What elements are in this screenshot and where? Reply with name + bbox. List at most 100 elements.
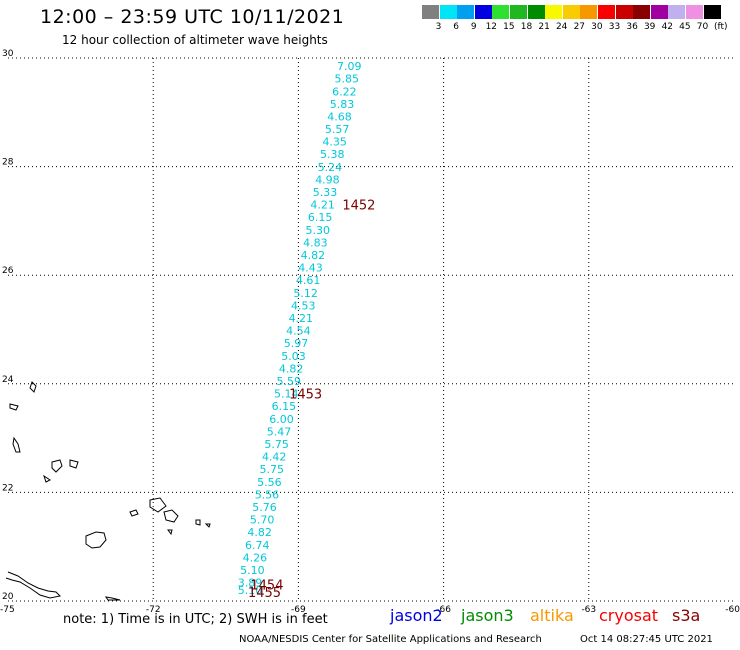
legend-level-label: 39 [643,22,656,32]
wave-height-value: 5.33 [313,186,338,199]
lat-lon-grid: -75 -72 -69 -66 -63 -60 20 22 24 26 28 30 [0,49,740,615]
legend-swatch [686,5,703,19]
legend-swatch [457,5,475,19]
longitude-label: -75 [0,605,15,615]
wave-height-value: 5.56 [257,476,282,489]
latitude-label: 20 [2,592,14,602]
latitude-label: 24 [2,375,14,385]
latitude-label: 28 [2,158,14,168]
coastline-cuba-east [5,571,62,599]
wave-height-value: 5.76 [252,501,277,514]
latitude-label: 30 [2,49,14,59]
longitude-label: -60 [725,605,740,615]
wave-height-value: 4.21 [289,312,314,325]
satellite-name: jason2 [390,606,443,625]
legend-level-label: 33 [608,22,621,32]
altimeter-track: 7.095.856.225.834.685.574.355.385.244.98… [238,60,362,597]
legend-level-label: 9 [470,22,477,32]
legend-level-label: 36 [626,22,638,32]
wave-height-value: 6.15 [308,211,333,224]
coastline-hispaniola [104,596,121,601]
wave-height-value: 5.97 [284,337,309,350]
coastline-bahamas-4 [9,403,19,411]
wave-height-value: 5.75 [264,438,289,451]
legend-swatch [527,5,545,19]
wave-height-value: 4.82 [279,363,304,376]
wave-height-value: 4.83 [303,237,328,250]
footer-note: note: 1) Time is in UTC; 2) SWH is in fe… [63,612,328,627]
satellite-name: jason3 [461,606,514,625]
coastline-mayaguana [129,509,139,517]
wave-height-value: 4.26 [243,552,268,565]
legend-swatch [668,5,686,19]
latitude-label: 22 [2,483,13,493]
coastline-bahamas-5 [29,381,37,393]
wave-height-value: 6.74 [245,539,270,552]
wave-height-value: 5.59 [276,375,301,388]
coastline-bahamas-6 [43,474,51,483]
legend-level-label: 18 [520,22,533,32]
wave-height-value: 5.70 [250,514,275,527]
wave-height-value: 5.14 [274,388,299,401]
legend-swatch [562,5,580,19]
longitude-label: -72 [146,605,161,615]
wave-height-value: 6.22 [332,86,357,99]
wave-height-value: 5.38 [320,148,345,161]
satellite-name: s3a [672,606,701,625]
legend-level-label: 42 [661,22,674,32]
page-title: 12:00 – 23:59 UTC 10/11/2021 [40,6,345,28]
wave-height-value: 4.68 [327,111,352,124]
wave-height-value: 4.54 [286,325,311,338]
satellite-name: cryosat [599,606,659,625]
pass-time-label: 1453 [289,388,322,403]
legend-swatch [580,5,598,19]
wave-height-value: 4.82 [247,526,272,539]
wave-height-value: 5.85 [335,73,360,86]
wave-height-value: 4.42 [262,451,287,464]
legend-swatch [545,5,563,19]
legend-swatch [650,5,668,19]
wave-height-value: 5.30 [306,224,331,237]
wave-height-value: 5.83 [330,98,355,111]
wave-height-value: 4.35 [322,136,347,149]
coastlines [5,381,211,601]
longitude-label: -66 [436,605,451,615]
legend-level-label: 24 [555,22,568,32]
wave-height-value: 5.56 [255,489,280,502]
wave-height-value: 5.10 [238,584,263,597]
wave-height-value: 5.10 [240,564,265,577]
legend-swatch [474,5,492,19]
pass-time-label: 1452 [342,199,375,214]
wave-height-value: 7.09 [337,60,362,73]
wave-height-value: 5.24 [318,161,343,174]
coastline-cay-2 [167,529,173,536]
coastline-turks [195,519,201,526]
wave-height-value: 4.21 [310,199,335,212]
legend-level-label: 6 [453,22,459,32]
wave-height-value: 3.89 [238,577,263,590]
wave-height-value: 5.03 [281,350,306,363]
legend-swatch [703,5,721,19]
satellite-name: altika [530,606,574,625]
page-subtitle: 12 hour collection of altimeter wave hei… [62,33,328,47]
legend-swatch [422,5,439,19]
coastline-caicos-1 [149,497,167,513]
longitude-label: -69 [291,605,306,615]
wave-height-value: 5.75 [260,463,285,476]
legend-level-label: 30 [591,22,603,32]
wave-height-value: 4.98 [315,174,340,187]
pass-time-label: 1454 [250,579,283,594]
legend-level-label: 15 [503,22,515,32]
legend-swatch [598,5,615,19]
wave-height-value: 5.47 [267,426,292,439]
legend-swatch [510,5,527,19]
coastline-great-inagua [85,531,107,549]
legend-level-label: 12 [485,22,498,32]
wave-height-value: 4.53 [291,300,316,313]
wave-height-value: 5.12 [293,287,318,300]
coastline-bahamas-2 [69,459,79,469]
legend-unit: (ft) [714,22,728,32]
latitude-label: 26 [2,266,14,276]
